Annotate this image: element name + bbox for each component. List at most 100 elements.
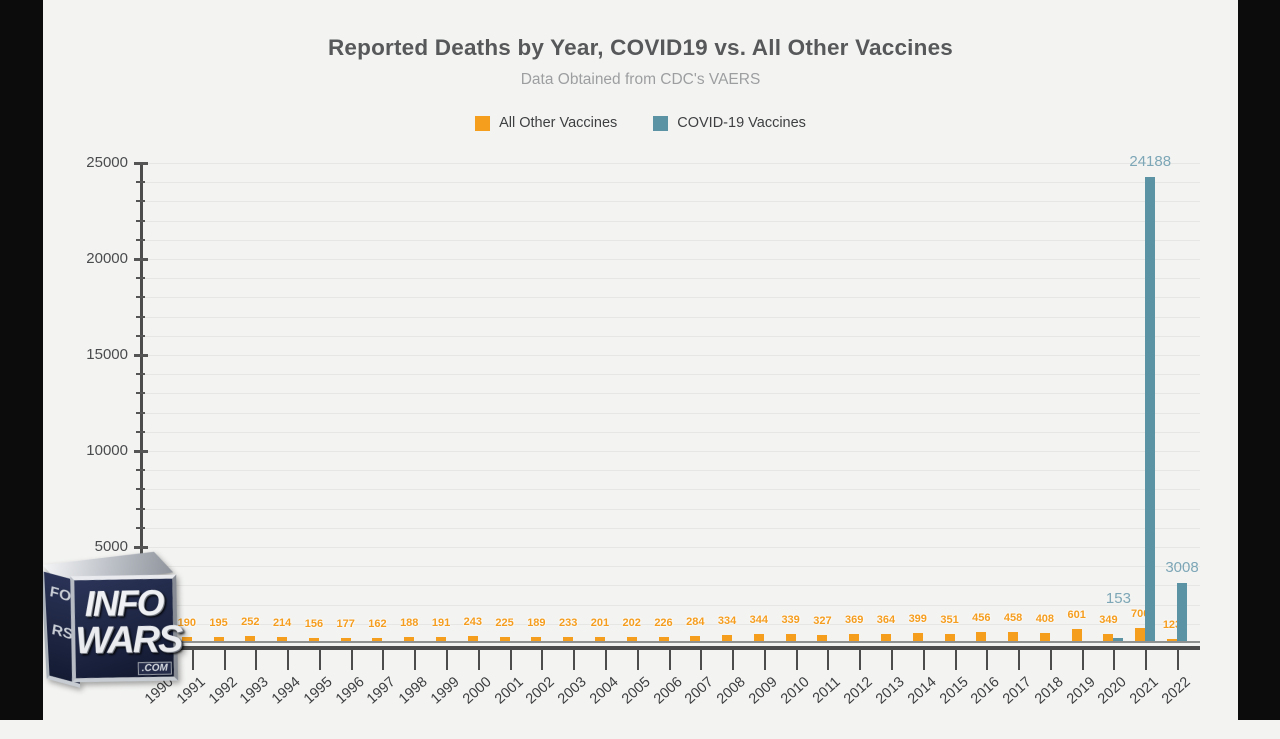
x-axis-tick — [668, 650, 671, 670]
bar-all-other-vaccines — [245, 636, 256, 641]
bar-value-label-orange: 233 — [558, 616, 578, 629]
bar-all-other-vaccines — [785, 634, 796, 641]
x-axis-tick — [795, 650, 798, 670]
grid-line — [140, 393, 1200, 395]
grid-line — [140, 604, 1200, 606]
bar-all-other-vaccines — [1135, 627, 1146, 641]
bar-value-label-orange: 226 — [654, 616, 673, 629]
grid-line — [140, 566, 1200, 568]
bar-all-other-vaccines — [436, 637, 447, 641]
bar-all-other-vaccines — [817, 634, 828, 641]
bar-all-other-vaccines — [849, 633, 860, 641]
x-axis-tick — [954, 650, 957, 670]
y-axis-tick — [136, 373, 145, 376]
bar-all-other-vaccines — [594, 637, 605, 641]
x-axis-tick — [859, 650, 862, 670]
bar-all-other-vaccines — [213, 637, 224, 641]
chart-legend: All Other Vaccines COVID-19 Vaccines — [43, 113, 1238, 133]
bar-all-other-vaccines — [404, 637, 415, 641]
grid-line — [140, 374, 1200, 376]
y-axis-tick — [134, 450, 148, 453]
x-axis-tick — [350, 650, 353, 670]
x-axis-tick — [1113, 650, 1116, 670]
bar-value-label-orange: 190 — [177, 617, 196, 630]
grid-line — [140, 278, 1200, 280]
grid-line — [140, 623, 1200, 625]
bar-value-label-orange: 214 — [272, 616, 292, 629]
x-axis-tick — [732, 650, 735, 670]
bar-all-other-vaccines — [1103, 634, 1114, 641]
letterbox-left — [0, 0, 43, 720]
legend-swatch-blue-icon — [653, 115, 669, 131]
bar-all-other-vaccines — [1039, 633, 1050, 641]
bar-all-other-vaccines — [1071, 629, 1082, 641]
x-axis-tick — [414, 650, 417, 670]
y-axis-tick — [136, 488, 145, 491]
bar-all-other-vaccines — [1008, 632, 1019, 641]
bar-value-label-orange: 177 — [336, 617, 355, 630]
bar-value-label-orange: 123 — [1162, 618, 1182, 631]
bar-value-label-orange: 408 — [1035, 613, 1055, 626]
bar-value-label-orange: 225 — [495, 616, 514, 629]
bar-all-other-vaccines — [1167, 638, 1177, 641]
grid-line — [140, 412, 1200, 414]
x-axis-tick — [1177, 650, 1179, 670]
bar-value-label-orange: 243 — [463, 616, 482, 629]
logo-text-com: .COM — [137, 661, 172, 676]
x-axis-spine — [140, 646, 1200, 650]
x-axis-tick — [255, 650, 258, 670]
bar-value-label-orange: 202 — [622, 617, 641, 630]
x-axis-tick — [223, 650, 226, 670]
chart-subtitle: Data Obtained from CDC's VAERS — [520, 71, 761, 88]
bar-value-label-blue: 3008 — [1165, 559, 1199, 577]
y-axis-tick — [136, 238, 145, 241]
legend-item-all-other-vaccines: All Other Vaccines — [475, 115, 617, 131]
y-axis-tick — [136, 219, 145, 222]
y-axis-tick — [136, 181, 145, 184]
bar-value-label-orange: 156 — [304, 618, 324, 630]
grid-line — [140, 163, 1200, 164]
bar-value-label-orange: 601 — [1067, 609, 1086, 622]
x-axis-tick — [636, 650, 639, 670]
logo-text-info: INFO — [84, 581, 164, 625]
y-axis-tick — [136, 277, 145, 280]
bar-value-label-orange: 188 — [400, 617, 419, 630]
y-axis-label: 20000 — [86, 250, 128, 267]
bar-value-label-orange: 349 — [1099, 614, 1118, 627]
grid-line — [140, 355, 1200, 356]
grid-line — [140, 201, 1200, 203]
bar-chart-plot-area: 5000 10000 15000 20000 25000 1990 1991 190 1992 1… — [86, 153, 1200, 707]
bar-value-label-orange: 458 — [1003, 612, 1023, 625]
y-axis-tick — [136, 392, 145, 395]
bar-value-label-orange: 456 — [972, 612, 991, 625]
bar-value-label-orange: 369 — [845, 613, 864, 626]
grid-line — [140, 297, 1200, 299]
logo-text-wars: WARS — [74, 618, 182, 663]
grid-line — [140, 335, 1200, 337]
y-axis-spine — [140, 163, 143, 651]
grid-line — [140, 585, 1200, 587]
bar-value-label-orange: 191 — [431, 617, 451, 630]
grid-line — [140, 239, 1200, 241]
x-axis-tick — [890, 650, 893, 670]
bar-value-label-blue: 153 — [1105, 590, 1131, 608]
y-axis-tick — [134, 354, 148, 357]
x-axis-tick — [287, 650, 290, 670]
x-axis-tick — [318, 650, 321, 670]
letterbox-right — [1238, 0, 1280, 720]
logo-cube-front-face: INFO WARS .COM — [70, 574, 182, 683]
infowars-logo-watermark: FO RS INFO WARS .COM — [40, 548, 186, 703]
bar-value-label-orange: 252 — [241, 616, 260, 629]
bar-value-label-orange: 364 — [876, 614, 896, 626]
bar-all-other-vaccines — [563, 636, 574, 641]
bar-all-other-vaccines — [626, 637, 637, 641]
x-axis-tick — [541, 650, 544, 670]
x-axis-tick — [763, 650, 766, 670]
y-axis-tick — [136, 430, 145, 433]
bar-all-other-vaccines — [372, 637, 383, 641]
x-axis-tick — [827, 650, 830, 670]
bar-all-other-vaccines — [658, 636, 669, 641]
bar-all-other-vaccines — [912, 633, 923, 641]
grid-line — [140, 451, 1200, 452]
grid-line — [140, 220, 1200, 222]
